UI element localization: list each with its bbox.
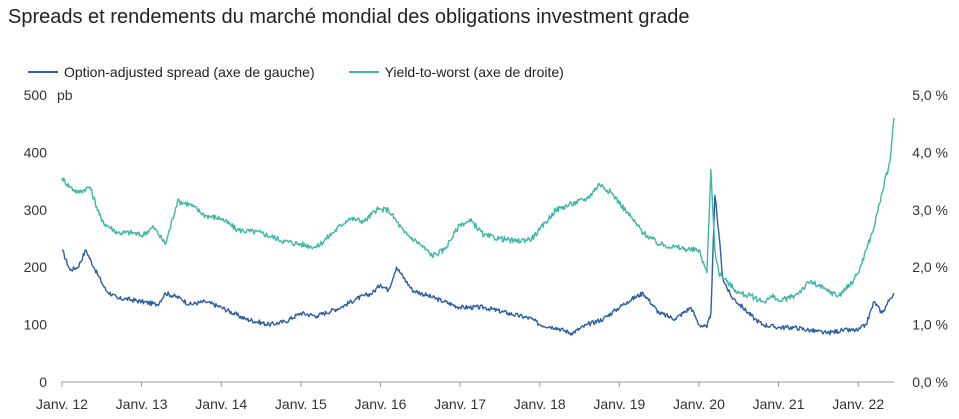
series-line-ytw [61, 117, 895, 304]
x-tick-label: Janv. 21 [753, 396, 805, 412]
legend-swatch-ytw [348, 71, 379, 73]
left-tick-label: 100 [24, 317, 48, 333]
left-tick-label: 300 [24, 202, 48, 218]
right-tick-label: 4,0 % [912, 144, 948, 160]
left-tick-label: 500 [24, 87, 48, 103]
legend-label-ytw: Yield-to-worst (axe de droite) [384, 64, 564, 80]
x-tick-label: Janv. 20 [673, 396, 725, 412]
left-tick-label: 200 [24, 259, 48, 275]
right-tick-label: 5,0 % [912, 87, 948, 103]
right-tick-label: 2,0 % [912, 259, 948, 275]
x-tick-label: Janv. 16 [355, 396, 407, 412]
legend: Option-adjusted spread (axe de gauche) Y… [28, 64, 564, 80]
x-tick-label: Janv. 13 [116, 396, 168, 412]
legend-label-oas: Option-adjusted spread (axe de gauche) [64, 64, 315, 80]
x-tick-label: Janv. 22 [832, 396, 884, 412]
chart-title: Spreads et rendements du marché mondial … [8, 6, 690, 28]
left-tick-label: 400 [24, 144, 48, 160]
x-tick-label: Janv. 15 [275, 396, 327, 412]
x-tick-label: Janv. 17 [434, 396, 486, 412]
right-tick-label: 3,0 % [912, 202, 948, 218]
x-tick-label: Janv. 14 [195, 396, 247, 412]
right-tick-label: 1,0 % [912, 317, 948, 333]
legend-item-oas: Option-adjusted spread (axe de gauche) [28, 64, 315, 80]
series-line-oas [61, 194, 895, 336]
left-axis-unit: pb [57, 87, 73, 103]
legend-swatch-oas [28, 71, 58, 73]
left-tick-label: 0 [39, 374, 47, 390]
right-tick-label: 0,0 % [912, 374, 948, 390]
x-tick-label: Janv. 19 [593, 396, 645, 412]
x-tick-label: Janv. 18 [514, 396, 566, 412]
x-tick-label: Janv. 12 [36, 396, 88, 412]
legend-item-ytw: Yield-to-worst (axe de droite) [348, 64, 564, 80]
